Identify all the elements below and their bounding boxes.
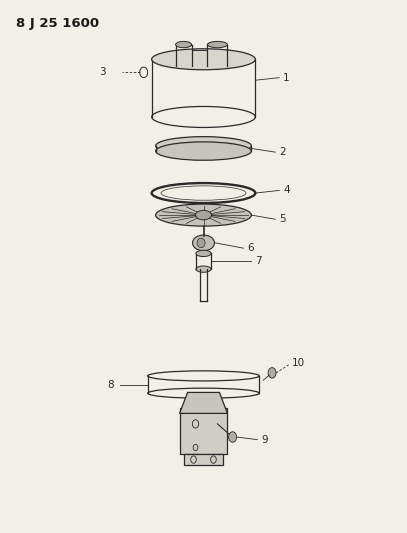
Ellipse shape	[208, 42, 228, 48]
Ellipse shape	[195, 211, 212, 220]
Bar	[184, 454, 223, 465]
Circle shape	[229, 432, 236, 442]
Ellipse shape	[196, 266, 211, 272]
Ellipse shape	[155, 136, 252, 155]
Text: 8 J 25 1600: 8 J 25 1600	[16, 17, 99, 30]
Ellipse shape	[175, 42, 192, 48]
Text: 6: 6	[247, 243, 254, 253]
Text: 2: 2	[279, 147, 286, 157]
Ellipse shape	[197, 238, 205, 248]
Text: 5: 5	[279, 214, 286, 224]
Bar	[179, 408, 228, 454]
Text: 4: 4	[283, 185, 290, 196]
Polygon shape	[179, 392, 228, 414]
Ellipse shape	[155, 142, 252, 160]
Text: 9: 9	[261, 434, 268, 445]
Ellipse shape	[155, 204, 252, 226]
Text: 7: 7	[255, 256, 262, 266]
Ellipse shape	[193, 235, 214, 251]
Ellipse shape	[196, 250, 211, 256]
Text: 8: 8	[107, 379, 114, 390]
Circle shape	[268, 368, 276, 378]
Text: 10: 10	[292, 358, 305, 368]
Ellipse shape	[152, 49, 255, 70]
Text: 1: 1	[283, 72, 290, 83]
Text: 3: 3	[99, 67, 106, 77]
